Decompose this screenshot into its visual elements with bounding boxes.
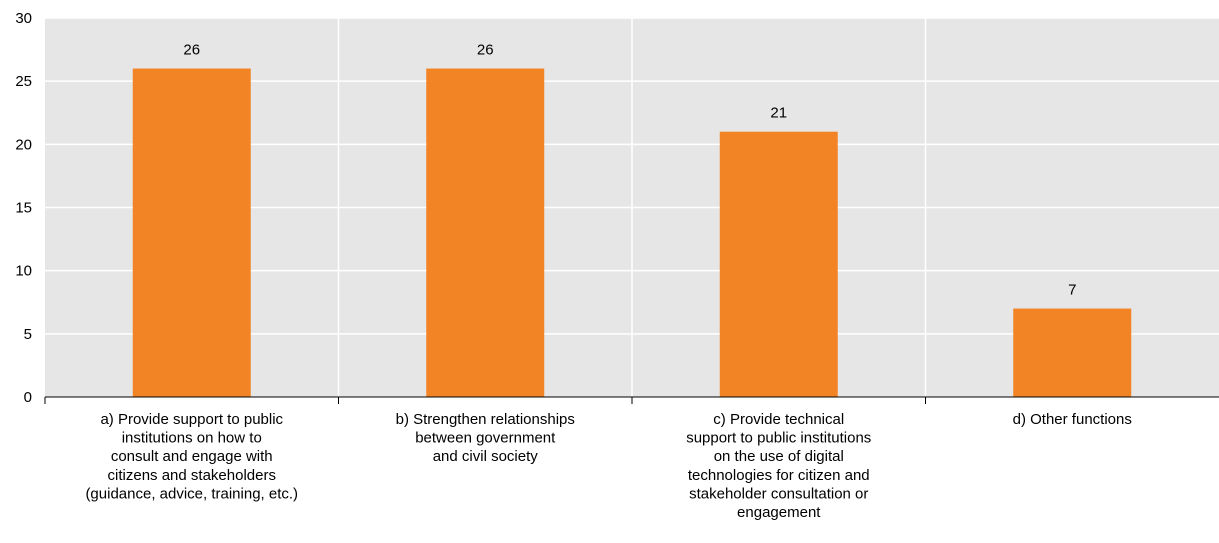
category-label: c) Provide technical (713, 411, 844, 428)
bars (132, 68, 1132, 398)
y-tick-label: 20 (15, 136, 32, 153)
y-tick-label: 25 (15, 73, 32, 90)
category-label: institutions on how to (122, 430, 262, 447)
category-label: technologies for citizen and (688, 467, 870, 484)
data-label: 26 (477, 42, 494, 59)
category-label: d) Other functions (1013, 411, 1132, 428)
category-label: support to public institutions (686, 430, 871, 447)
bar (1013, 308, 1132, 397)
category-labels: a) Provide support to public institutions… (85, 411, 1131, 521)
category-label: b) Strengthen relationships (396, 411, 575, 428)
y-tick-label: 15 (15, 200, 32, 217)
category-label: citizens and stakeholders (108, 467, 276, 484)
category-label: (guidance, advice, training, etc.) (85, 485, 298, 502)
y-tick-label: 0 (24, 389, 32, 406)
category-label: consult and engage with (111, 448, 273, 465)
bar (719, 131, 838, 397)
category-label: on the use of digital (714, 448, 844, 465)
data-label: 21 (770, 105, 787, 122)
data-label: 7 (1068, 282, 1076, 299)
category-label: and civil society (433, 448, 539, 465)
data-labels: 26 26 21 7 (183, 42, 1076, 299)
y-tick-label: 5 (24, 326, 32, 343)
data-label: 26 (183, 42, 200, 59)
category-label: stakeholder consultation or (689, 485, 868, 502)
bar (426, 68, 545, 398)
category-label: between government (415, 430, 556, 447)
y-tick-label: 10 (15, 263, 32, 280)
category-label: engagement (737, 504, 821, 521)
x-axis-ticks (44, 397, 926, 404)
y-axis-ticks: 0 5 10 15 20 25 30 (15, 10, 32, 406)
bar (132, 68, 251, 398)
y-tick-label: 30 (15, 10, 32, 27)
category-label: a) Provide support to public (100, 411, 283, 428)
